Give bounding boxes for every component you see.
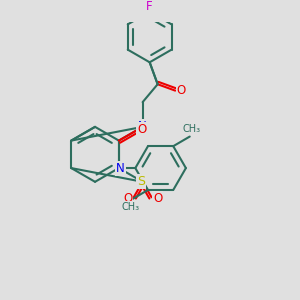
Text: CH₃: CH₃: [121, 202, 139, 212]
Text: S: S: [137, 175, 145, 188]
Text: O: O: [153, 192, 162, 205]
Text: CH₃: CH₃: [182, 124, 200, 134]
Text: F: F: [146, 0, 153, 13]
Text: N: N: [116, 162, 124, 175]
Text: N: N: [138, 120, 147, 134]
Text: O: O: [123, 192, 132, 205]
Text: O: O: [137, 123, 147, 136]
Text: O: O: [177, 84, 186, 97]
